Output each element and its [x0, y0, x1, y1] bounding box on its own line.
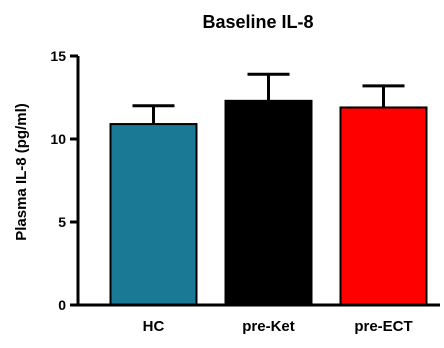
y-axis-label: Plasma IL-8 (pg/ml) — [13, 103, 30, 241]
bar-pre-ket — [224, 99, 313, 306]
x-tick-label-2: pre-ECT — [354, 318, 412, 335]
plot-area: HC pre-Ket pre-ECT 0 5 10 15 — [50, 48, 440, 335]
chart-title: Baseline IL-8 — [202, 12, 313, 32]
x-tick-label-1: pre-Ket — [242, 318, 295, 335]
y-tick-label-0: 0 — [58, 297, 66, 313]
bar-hc — [109, 123, 198, 306]
bar-pre-ect — [339, 106, 428, 306]
y-tick-label-2: 10 — [50, 131, 66, 147]
x-tick-label-0: HC — [143, 318, 165, 335]
y-tick-label-1: 5 — [58, 214, 66, 230]
y-tick-label-3: 15 — [50, 48, 66, 64]
